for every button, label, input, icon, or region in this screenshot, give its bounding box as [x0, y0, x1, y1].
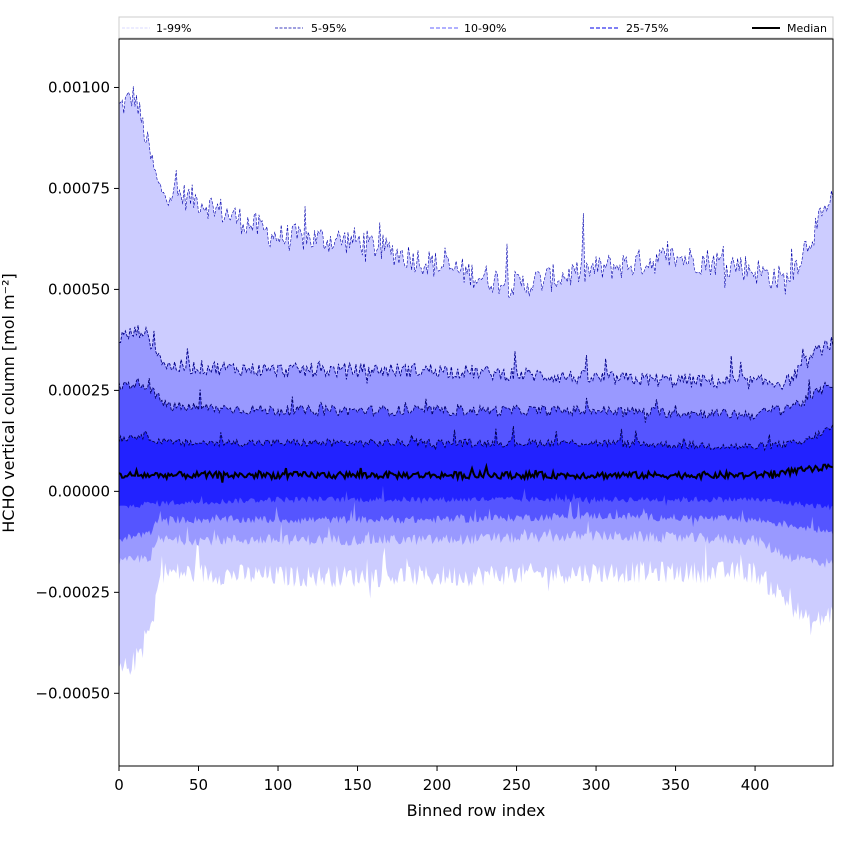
x-axis-label: Binned row index: [407, 801, 546, 820]
x-tick-label: 150: [343, 776, 372, 794]
legend-label: 1-99%: [156, 22, 191, 35]
band-upper-line-1-99%: [119, 86, 833, 298]
x-tick-label: 250: [502, 776, 531, 794]
x-tick-label: 0: [114, 776, 124, 794]
y-axis-label: HCHO vertical column [mol m⁻²]: [0, 273, 18, 532]
band-25-75%: [119, 424, 833, 511]
y-tick-label: 0.00025: [48, 381, 110, 399]
legend: 1-99% 5-95% 10-90% 25-75% Median: [118, 16, 834, 39]
band-upper-line-25-75%: [119, 423, 833, 452]
x-tick-label: 200: [423, 776, 452, 794]
legend-label: 10-90%: [464, 22, 506, 35]
y-tick-label: 0.00050: [48, 280, 110, 298]
legend-label: 25-75%: [626, 22, 668, 35]
y-axis: −0.00050 −0.00025 0.00000 0.00025 0.00050 0.0…: [35, 78, 119, 702]
x-tick-label: 100: [264, 776, 293, 794]
y-tick-label: −0.00025: [35, 583, 110, 601]
y-tick-label: 0.00075: [48, 179, 110, 197]
x-tick-label: 350: [661, 776, 690, 794]
x-tick-label: 400: [741, 776, 770, 794]
x-tick-label: 300: [582, 776, 611, 794]
legend-label: 5-95%: [311, 22, 346, 35]
y-tick-label: 0.00100: [48, 78, 110, 96]
median-line: [119, 462, 833, 483]
plot-frame: [118, 38, 834, 767]
band-upper-line-10-90%: [119, 377, 833, 423]
bands-layer: [119, 86, 833, 675]
y-tick-label: 0.00000: [48, 482, 110, 500]
band-upper-line-5-95%: [119, 325, 833, 391]
x-tick-label: 50: [189, 776, 208, 794]
lines-layer: [119, 86, 833, 483]
y-tick-label: −0.00050: [35, 684, 110, 702]
x-axis: 0 50 100 150 200 250 300 350 400: [114, 766, 769, 794]
legend-box: [118, 16, 834, 39]
legend-label: Median: [787, 22, 827, 35]
